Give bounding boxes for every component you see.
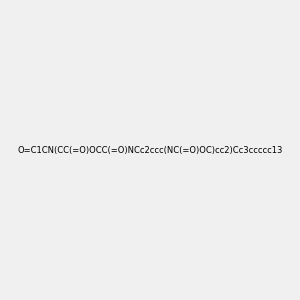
Text: O=C1CN(CC(=O)OCC(=O)NCc2ccc(NC(=O)OC)cc2)Cc3ccccc13: O=C1CN(CC(=O)OCC(=O)NCc2ccc(NC(=O)OC)cc2… [17, 146, 283, 154]
